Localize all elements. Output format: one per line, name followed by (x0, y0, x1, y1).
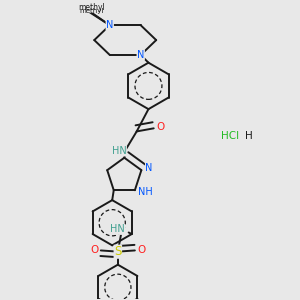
Text: N: N (106, 20, 113, 30)
Text: HN: HN (112, 146, 126, 156)
Text: HCl: HCl (221, 131, 240, 141)
Text: methyl: methyl (78, 3, 104, 12)
Text: NH: NH (138, 187, 153, 197)
Text: N: N (146, 163, 153, 173)
Text: O: O (156, 122, 165, 132)
Text: HN: HN (110, 224, 124, 234)
Text: N: N (137, 50, 144, 60)
Text: O: O (138, 245, 146, 255)
Text: O: O (90, 245, 98, 255)
Text: methyl: methyl (79, 8, 104, 14)
Text: H: H (245, 131, 253, 141)
Text: S: S (114, 245, 122, 258)
